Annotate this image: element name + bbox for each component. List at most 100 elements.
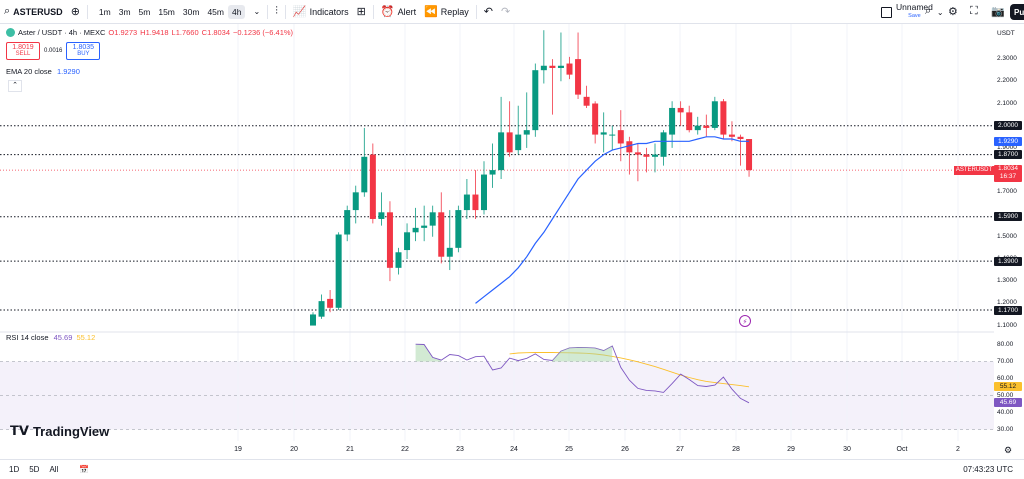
- candle: [378, 192, 385, 226]
- spread-value: 0.0016: [44, 48, 63, 54]
- candle: [463, 179, 470, 219]
- interval-5m[interactable]: 5m: [138, 6, 151, 17]
- time-label: Oct: [896, 446, 908, 453]
- candles-icon: ⫶: [275, 5, 278, 17]
- rsi-ma-line: [509, 352, 750, 388]
- candle: [523, 92, 530, 148]
- candle: [446, 210, 453, 271]
- interval-15m[interactable]: 15m: [158, 6, 175, 17]
- time-label: 23: [456, 446, 464, 453]
- last-price-value: 1.8034: [998, 165, 1018, 173]
- divider: [372, 4, 374, 19]
- undo-button[interactable]: ↶: [480, 0, 497, 24]
- candle: [361, 127, 368, 197]
- interval-45m[interactable]: 45m: [207, 6, 224, 17]
- level-price-tag: 1.5900: [994, 212, 1022, 222]
- candle: [737, 134, 744, 166]
- alert-button[interactable]: ⏰ Alert: [377, 0, 420, 24]
- time-label: 26: [621, 446, 629, 453]
- last-price-tag: 1.8034 16:37: [994, 165, 1022, 183]
- rsi-axis-label: 50.00: [997, 391, 1014, 399]
- ema-legend[interactable]: EMA 20 close 1.9290: [6, 67, 80, 76]
- interval-4h[interactable]: 4h: [227, 4, 246, 19]
- alert-label: Alert: [397, 6, 417, 17]
- candle: [643, 147, 650, 173]
- sell-button[interactable]: 1.8019 SELL: [6, 42, 40, 60]
- legend-close: C1.8034: [201, 28, 231, 37]
- time-label: 22: [401, 446, 409, 453]
- divider: [86, 4, 88, 19]
- chart-type-button[interactable]: ⫶: [271, 0, 282, 24]
- svg-text:⚡: ⚡: [743, 318, 748, 326]
- time-label: 19: [234, 446, 242, 453]
- sell-price: 1.8019: [12, 44, 34, 51]
- date-range-button[interactable]: 📅: [69, 465, 99, 474]
- snapshot-button[interactable]: 📷: [991, 5, 1005, 18]
- replay-label: Replay: [440, 6, 469, 17]
- range-5d[interactable]: 5D: [29, 465, 40, 474]
- compare-button[interactable]: ⊕: [67, 0, 84, 24]
- quick-search-button[interactable]: ⌕: [925, 5, 931, 18]
- tradingview-logo: 𝗧𝗩 TradingView: [10, 423, 109, 439]
- interval-30m[interactable]: 30m: [182, 6, 200, 17]
- price-label: 2.3000: [997, 55, 1017, 63]
- fullscreen-button[interactable]: ⛶: [970, 5, 978, 18]
- buy-button[interactable]: 1.8035 BUY: [66, 42, 101, 60]
- candle: [352, 185, 359, 224]
- candle: [369, 143, 376, 224]
- price-axis[interactable]: USDT 2.3000 2.2000 2.1000 1.9000 1.7000 1.500…: [994, 24, 1024, 441]
- templates-button[interactable]: ⊞: [353, 0, 370, 24]
- replay-icon: ⏪: [424, 6, 438, 18]
- interval-1m[interactable]: 1m: [98, 6, 111, 17]
- rsi-label: RSI 14 close: [6, 333, 49, 342]
- time-axis[interactable]: 19 20 21 22 23 24 25 26 27 28 29 30 Oct 2: [0, 441, 994, 459]
- symbol-search[interactable]: ⌕ ASTERUSD: [0, 0, 67, 24]
- lightning-icon[interactable]: ⚡: [739, 315, 751, 327]
- axis-settings-button[interactable]: ⚙: [1004, 445, 1012, 456]
- candle: [421, 205, 428, 242]
- last-symbol-tag: ASTERUSDT: [954, 165, 994, 175]
- rsi-legend[interactable]: RSI 14 close 45.69 55.12: [6, 333, 95, 342]
- publish-label: Pu: [1014, 7, 1024, 17]
- candle: [515, 105, 522, 155]
- settings-button[interactable]: ⚙: [948, 5, 958, 18]
- layout-status: Save: [908, 13, 921, 19]
- candle: [318, 294, 325, 319]
- legend-high: H1.9418: [140, 28, 169, 37]
- price-label: 2.2000: [997, 77, 1017, 85]
- top-toolbar: ⌕ ASTERUSD ⊕ 1m 3m 5m 15m 30m 45m 4h ⌄ ⫶ 📈 Ind…: [0, 0, 1024, 24]
- clock[interactable]: 07:43:23 UTC: [963, 465, 1013, 474]
- candle: [617, 110, 624, 162]
- chart-canvas[interactable]: ⚡: [0, 24, 994, 441]
- redo-button[interactable]: ↷: [497, 0, 514, 24]
- divider: [475, 4, 477, 19]
- indicators-button[interactable]: 📈 Indicators: [289, 0, 353, 24]
- sell-label: SELL: [15, 51, 31, 57]
- range-1d[interactable]: 1D: [9, 465, 20, 474]
- candle: [652, 143, 658, 173]
- interval-3m[interactable]: 3m: [118, 6, 131, 17]
- interval-dropdown[interactable]: ⌄: [249, 0, 264, 24]
- candle: [592, 101, 599, 144]
- rsi-axis-label: 80.00: [997, 340, 1014, 348]
- bar-countdown: 16:37: [999, 173, 1017, 181]
- legend-change: −0.1236 (−6.41%): [233, 28, 294, 37]
- time-label: 27: [676, 446, 684, 453]
- collapse-legend-button[interactable]: ⌃: [8, 80, 22, 92]
- candle: [310, 312, 316, 326]
- level-price-tag: 2.0000: [994, 121, 1022, 131]
- divider: [267, 4, 269, 19]
- price-label: 1.5000: [997, 232, 1017, 240]
- publish-button[interactable]: Pu: [1010, 4, 1024, 20]
- layout-selector[interactable]: Unnamed Save ⌄: [881, 3, 944, 21]
- time-label: 24: [510, 446, 518, 453]
- alarm-icon: ⏰: [380, 6, 395, 18]
- range-all[interactable]: All: [49, 465, 59, 474]
- candle: [703, 114, 710, 137]
- redo-icon: ↷: [501, 6, 511, 18]
- candle: [677, 101, 684, 126]
- layout-name: Unnamed: [896, 2, 933, 12]
- price-label: 1.1000: [997, 321, 1017, 329]
- coin-icon: [6, 28, 15, 37]
- replay-button[interactable]: ⏪ Replay: [420, 0, 473, 24]
